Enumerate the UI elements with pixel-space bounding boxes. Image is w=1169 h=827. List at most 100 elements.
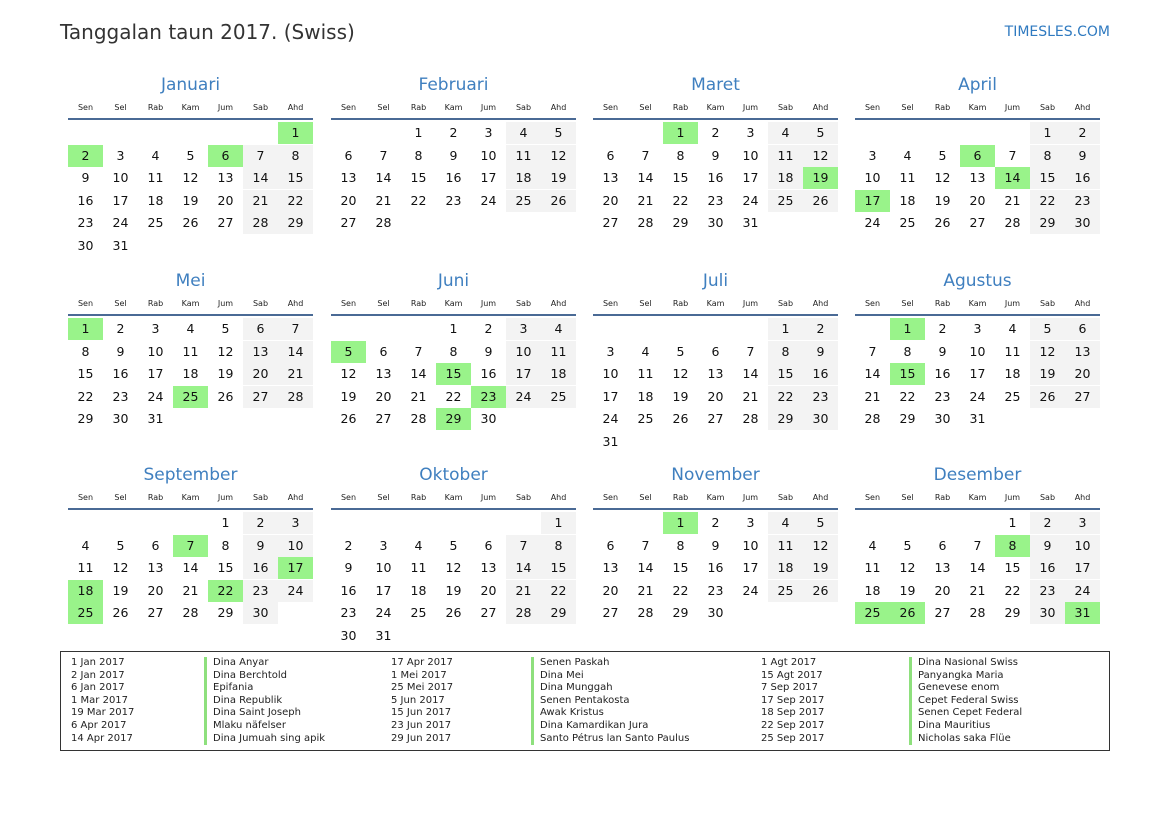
day-cell[interactable]: 10 (278, 534, 313, 557)
day-cell[interactable]: 13 (147, 560, 164, 575)
day-cell[interactable]: 18 (768, 167, 803, 189)
holiday-day[interactable]: 1 (278, 122, 313, 144)
day-cell[interactable]: 27 (243, 385, 278, 408)
day-cell[interactable]: 11 (410, 560, 427, 575)
day-cell[interactable]: 13 (340, 170, 357, 185)
day-cell[interactable]: 23 (707, 192, 724, 208)
day-cell[interactable]: 24 (278, 579, 313, 602)
day-cell[interactable]: 26 (803, 189, 838, 212)
day-cell[interactable]: 20 (340, 192, 357, 208)
day-cell[interactable]: 8 (903, 343, 912, 359)
day-cell[interactable]: 3 (606, 343, 615, 359)
day-cell[interactable]: 27 (1065, 385, 1100, 408)
day-cell[interactable]: 28 (410, 411, 427, 426)
day-cell[interactable]: 13 (969, 170, 986, 185)
day-cell[interactable]: 15 (672, 560, 689, 575)
day-cell[interactable]: 10 (112, 170, 129, 185)
day-cell[interactable]: 22 (77, 388, 94, 404)
day-cell[interactable]: 28 (637, 215, 654, 230)
day-cell[interactable]: 23 (934, 388, 951, 404)
day-cell[interactable]: 21 (969, 582, 986, 598)
day-cell[interactable]: 31 (742, 215, 759, 230)
day-cell[interactable]: 20 (147, 582, 164, 598)
day-cell[interactable]: 25 (1004, 388, 1021, 404)
day-cell[interactable]: 1 (414, 125, 423, 140)
day-cell[interactable]: 12 (182, 170, 199, 185)
holiday-day[interactable]: 25 (68, 602, 103, 624)
day-cell[interactable]: 6 (606, 147, 615, 163)
day-cell[interactable]: 18 (864, 582, 881, 598)
day-cell[interactable]: 11 (637, 366, 654, 381)
day-cell[interactable]: 12 (899, 560, 916, 575)
day-cell[interactable]: 7 (746, 343, 755, 359)
day-cell[interactable]: 8 (81, 343, 90, 359)
day-cell[interactable]: 11 (768, 534, 803, 557)
day-cell[interactable]: 4 (81, 537, 90, 553)
holiday-day[interactable]: 25 (855, 602, 890, 624)
day-cell[interactable]: 27 (707, 411, 724, 426)
holiday-day[interactable]: 1 (68, 318, 103, 340)
day-cell[interactable]: 26 (340, 411, 357, 426)
day-cell[interactable]: 15 (768, 363, 803, 385)
day-cell[interactable]: 14 (410, 366, 427, 381)
day-cell[interactable]: 14 (278, 340, 313, 363)
day-cell[interactable]: 4 (506, 122, 541, 144)
day-cell[interactable]: 13 (602, 560, 619, 575)
day-cell[interactable]: 4 (868, 537, 877, 553)
day-cell[interactable]: 19 (934, 192, 951, 208)
day-cell[interactable]: 31 (375, 627, 392, 643)
day-cell[interactable]: 12 (934, 170, 951, 185)
day-cell[interactable]: 19 (217, 366, 234, 381)
day-cell[interactable]: 10 (864, 170, 881, 185)
day-cell[interactable]: 25 (768, 189, 803, 212)
day-cell[interactable]: 17 (147, 366, 164, 381)
day-cell[interactable]: 23 (707, 582, 724, 598)
day-cell[interactable]: 6 (344, 147, 353, 163)
day-cell[interactable]: 29 (672, 605, 689, 620)
day-cell[interactable]: 20 (969, 192, 986, 208)
day-cell[interactable]: 4 (151, 147, 160, 163)
day-cell[interactable]: 10 (506, 340, 541, 363)
day-cell[interactable]: 19 (1030, 363, 1065, 385)
day-cell[interactable]: 5 (116, 537, 125, 553)
holiday-day[interactable]: 2 (68, 144, 103, 167)
holiday-day[interactable]: 15 (890, 363, 925, 385)
day-cell[interactable]: 7 (278, 318, 313, 340)
day-cell[interactable]: 24 (375, 605, 392, 620)
day-cell[interactable]: 4 (768, 122, 803, 144)
day-cell[interactable]: 19 (803, 557, 838, 579)
day-cell[interactable]: 20 (1065, 363, 1100, 385)
day-cell[interactable]: 25 (637, 411, 654, 426)
day-cell[interactable]: 24 (480, 192, 497, 208)
day-cell[interactable]: 21 (278, 363, 313, 385)
day-cell[interactable]: 29 (1004, 605, 1021, 620)
day-cell[interactable]: 9 (803, 340, 838, 363)
day-cell[interactable]: 25 (506, 189, 541, 212)
day-cell[interactable]: 17 (112, 192, 129, 208)
holiday-day[interactable]: 14 (995, 167, 1030, 189)
day-cell[interactable]: 27 (480, 605, 497, 620)
day-cell[interactable]: 7 (641, 537, 650, 553)
day-cell[interactable]: 7 (243, 144, 278, 167)
day-cell[interactable]: 8 (449, 343, 458, 359)
day-cell[interactable]: 28 (1004, 215, 1021, 230)
day-cell[interactable]: 11 (768, 144, 803, 167)
day-cell[interactable]: 24 (1065, 579, 1100, 602)
day-cell[interactable]: 9 (484, 343, 493, 359)
day-cell[interactable]: 11 (864, 560, 881, 575)
day-cell[interactable]: 28 (637, 605, 654, 620)
holiday-day[interactable]: 17 (278, 557, 313, 579)
day-cell[interactable]: 10 (969, 343, 986, 359)
day-cell[interactable]: 1 (1030, 122, 1065, 144)
day-cell[interactable]: 18 (899, 192, 916, 208)
day-cell[interactable]: 26 (445, 605, 462, 620)
day-cell[interactable]: 28 (243, 212, 278, 234)
day-cell[interactable]: 12 (803, 534, 838, 557)
day-cell[interactable]: 2 (344, 537, 353, 553)
day-cell[interactable]: 7 (506, 534, 541, 557)
day-cell[interactable]: 2 (711, 515, 720, 530)
day-cell[interactable]: 24 (602, 411, 619, 426)
day-cell[interactable]: 14 (506, 557, 541, 579)
day-cell[interactable]: 28 (182, 605, 199, 620)
holiday-day[interactable]: 7 (173, 534, 208, 557)
